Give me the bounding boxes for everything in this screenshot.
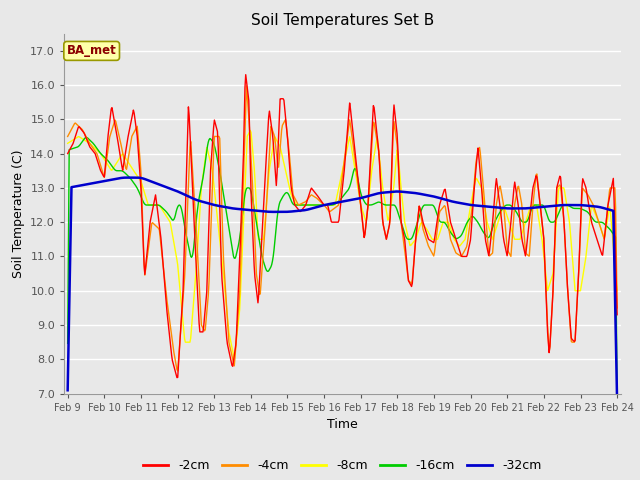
Y-axis label: Soil Temperature (C): Soil Temperature (C) (12, 149, 25, 278)
Text: BA_met: BA_met (67, 44, 116, 58)
Title: Soil Temperatures Set B: Soil Temperatures Set B (251, 13, 434, 28)
Legend: -2cm, -4cm, -8cm, -16cm, -32cm: -2cm, -4cm, -8cm, -16cm, -32cm (138, 455, 547, 477)
X-axis label: Time: Time (327, 418, 358, 431)
